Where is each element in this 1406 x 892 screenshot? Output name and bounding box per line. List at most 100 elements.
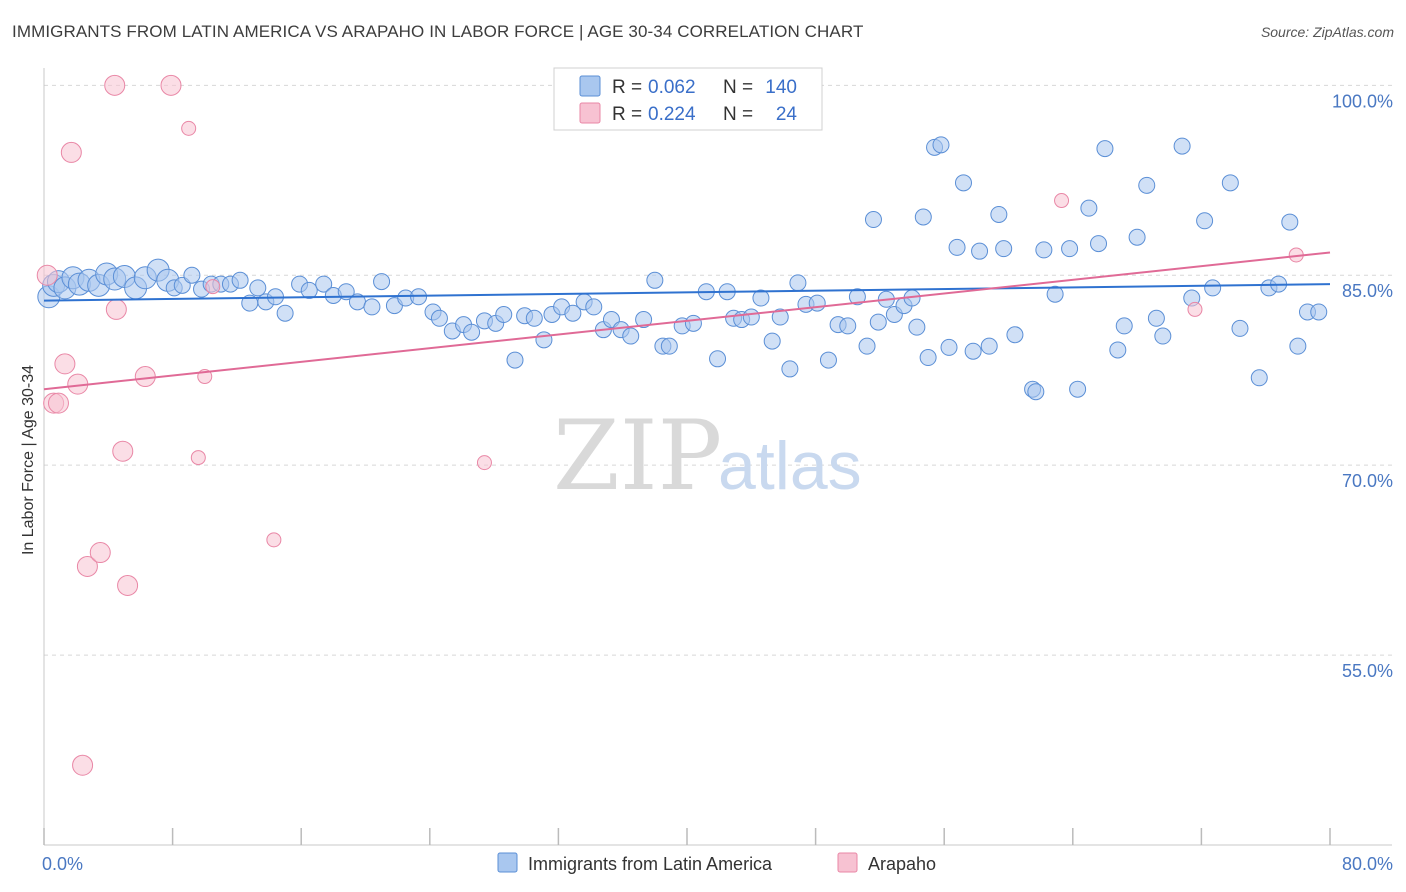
- data-point: [954, 174, 972, 192]
- data-point: [771, 308, 789, 326]
- data-point: [76, 555, 98, 577]
- data-point: [742, 308, 760, 326]
- data-point: [54, 353, 76, 375]
- data-point: [1289, 337, 1307, 355]
- legend-swatch-pink: [579, 102, 601, 124]
- trend-line-immigrants: [43, 283, 1331, 302]
- data-point: [1109, 341, 1127, 359]
- data-point: [932, 136, 950, 154]
- data-point: [919, 349, 937, 367]
- data-point: [1250, 369, 1268, 387]
- data-point: [1138, 176, 1156, 194]
- data-point: [808, 294, 826, 312]
- data-point: [160, 74, 182, 96]
- data-point: [752, 289, 770, 307]
- data-point: [1204, 279, 1222, 297]
- data-point: [684, 314, 702, 332]
- legend-n-label: N =: [723, 77, 753, 98]
- data-point: [105, 298, 127, 320]
- data-point: [585, 298, 603, 316]
- x-tick-label: 80.0%: [1342, 854, 1393, 874]
- legend-r-value: 0.062: [648, 77, 696, 98]
- axes: [43, 68, 1392, 846]
- bottom-legend-swatch-blue: [497, 852, 518, 873]
- data-point: [1054, 193, 1070, 209]
- legend-n-label: N =: [723, 104, 753, 125]
- data-point: [476, 455, 492, 471]
- top-legend: R = 0.062 N = 140 R = 0.224 N = 24: [553, 67, 823, 131]
- data-point: [869, 313, 887, 331]
- data-point: [1046, 285, 1064, 303]
- series-arapaho-points: [36, 74, 1304, 776]
- y-tick-labels: 100.0% 85.0% 70.0% 55.0%: [1332, 91, 1393, 681]
- series-immigrants-points: [37, 136, 1328, 401]
- data-point: [1096, 140, 1114, 158]
- data-point: [266, 532, 282, 548]
- data-point: [980, 337, 998, 355]
- y-tick-label: 85.0%: [1342, 281, 1393, 301]
- data-point: [36, 264, 58, 286]
- y-tick-label: 55.0%: [1342, 661, 1393, 681]
- x-tick-labels: 0.0% 80.0%: [42, 854, 1393, 874]
- legend-n-value: 140: [765, 77, 797, 98]
- data-point: [660, 337, 678, 355]
- data-point: [1027, 383, 1045, 401]
- data-point: [89, 542, 111, 564]
- data-point: [858, 337, 876, 355]
- data-point: [363, 298, 381, 316]
- data-point: [249, 279, 267, 297]
- data-point: [47, 392, 69, 414]
- data-point: [1187, 301, 1203, 317]
- data-point: [1281, 213, 1299, 231]
- data-point: [112, 440, 134, 462]
- data-point: [908, 318, 926, 336]
- data-point: [564, 304, 582, 322]
- data-point: [495, 305, 513, 323]
- bottom-legend: Immigrants from Latin America Arapaho: [497, 852, 936, 874]
- data-point: [1090, 235, 1108, 253]
- data-point: [781, 360, 799, 378]
- data-point: [430, 309, 448, 327]
- data-point: [1173, 137, 1191, 155]
- bottom-legend-swatch-pink: [837, 852, 858, 873]
- data-point: [864, 211, 882, 229]
- data-point: [1061, 240, 1079, 258]
- data-point: [848, 288, 866, 306]
- data-point: [1154, 327, 1172, 345]
- data-point: [948, 238, 966, 256]
- data-point: [231, 271, 249, 289]
- data-point: [1231, 319, 1249, 337]
- data-point: [709, 350, 727, 368]
- watermark: ZIP atlas: [553, 400, 862, 512]
- trend-lines: [43, 251, 1331, 391]
- data-point: [373, 273, 391, 291]
- data-point: [205, 279, 221, 295]
- y-tick-label: 70.0%: [1342, 471, 1393, 491]
- data-point: [276, 304, 294, 322]
- data-point: [995, 240, 1013, 258]
- data-point: [622, 327, 640, 345]
- chart-title: IMMIGRANTS FROM LATIN AMERICA VS ARAPAHO…: [12, 22, 864, 41]
- data-point: [1069, 380, 1087, 398]
- watermark-zip: ZIP: [553, 400, 722, 512]
- y-tick-label: 100.0%: [1332, 91, 1393, 111]
- data-point: [535, 331, 553, 349]
- legend-r-label: R =: [612, 77, 642, 98]
- data-point: [1115, 317, 1133, 335]
- source-note: Source: ZipAtlas.com: [1260, 24, 1394, 40]
- trend-line-arapaho: [43, 251, 1331, 391]
- legend-n-value: 24: [776, 104, 798, 125]
- data-point: [1310, 303, 1328, 321]
- data-point: [134, 366, 156, 388]
- legend-r-label: R =: [612, 104, 642, 125]
- data-point: [183, 266, 201, 284]
- data-point: [1196, 212, 1214, 230]
- data-point: [181, 120, 197, 136]
- data-point: [463, 323, 481, 341]
- data-point: [1221, 174, 1239, 192]
- data-point: [635, 311, 653, 329]
- gridlines: [44, 84, 1392, 656]
- data-point: [646, 271, 664, 289]
- data-point: [1147, 309, 1165, 327]
